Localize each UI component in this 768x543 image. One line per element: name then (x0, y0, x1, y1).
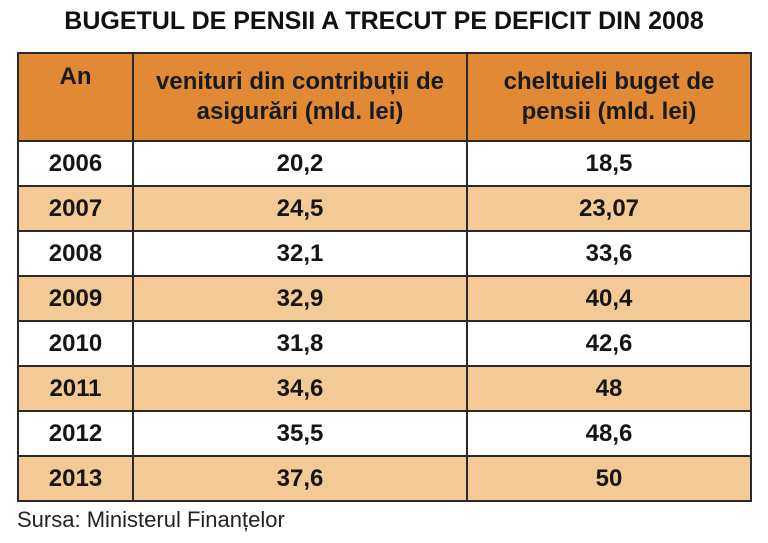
chart-title: BUGETUL DE PENSII A TRECUT PE DEFICIT DI… (64, 7, 704, 35)
cell-expenses: 23,07 (466, 185, 752, 232)
cell-revenues: 31,8 (132, 320, 468, 367)
cell-revenues: 37,6 (132, 455, 468, 502)
source-note: Sursa: Ministerul Finanțelor (17, 507, 285, 532)
cell-expenses: 42,6 (466, 320, 752, 367)
cell-expenses: 48 (466, 365, 752, 412)
cell-year: 2011 (17, 365, 134, 412)
cell-year: 2009 (17, 275, 134, 322)
pension-budget-table: An venituri din contribuții de asigurări… (17, 52, 752, 502)
cell-expenses: 33,6 (466, 230, 752, 277)
table-row: 2013 37,6 50 (17, 455, 752, 502)
table-row: 2007 24,5 23,07 (17, 185, 752, 232)
cell-year: 2010 (17, 320, 134, 367)
table-body: 2006 20,2 18,5 2007 24,5 23,07 2008 32,1 33,6 200… (17, 140, 752, 502)
cell-revenues: 32,1 (132, 230, 468, 277)
cell-revenues: 24,5 (132, 185, 468, 232)
cell-revenues: 32,9 (132, 275, 468, 322)
table-row: 2012 35,5 48,6 (17, 410, 752, 457)
cell-expenses: 50 (466, 455, 752, 502)
cell-expenses: 18,5 (466, 140, 752, 187)
table-row: 2010 31,8 42,6 (17, 320, 752, 367)
cell-expenses: 40,4 (466, 275, 752, 322)
cell-year: 2008 (17, 230, 134, 277)
cell-year: 2013 (17, 455, 134, 502)
data-table-container: An venituri din contribuții de asigurări… (17, 52, 752, 502)
cell-year: 2007 (17, 185, 134, 232)
cell-year: 2006 (17, 140, 134, 187)
table-row: 2008 32,1 33,6 (17, 230, 752, 277)
table-row: 2011 34,6 48 (17, 365, 752, 412)
cell-revenues: 20,2 (132, 140, 468, 187)
cell-expenses: 48,6 (466, 410, 752, 457)
cell-revenues: 35,5 (132, 410, 468, 457)
table-row: 2006 20,2 18,5 (17, 140, 752, 187)
table-row: 2009 32,9 40,4 (17, 275, 752, 322)
header-expenses: cheltuieli buget de pensii (mld. lei) (466, 52, 752, 142)
cell-year: 2012 (17, 410, 134, 457)
cell-revenues: 34,6 (132, 365, 468, 412)
header-revenues: venituri din contribuții de asigurări (m… (132, 52, 468, 142)
table-header-row: An venituri din contribuții de asigurări… (17, 52, 752, 142)
header-year: An (17, 52, 134, 142)
